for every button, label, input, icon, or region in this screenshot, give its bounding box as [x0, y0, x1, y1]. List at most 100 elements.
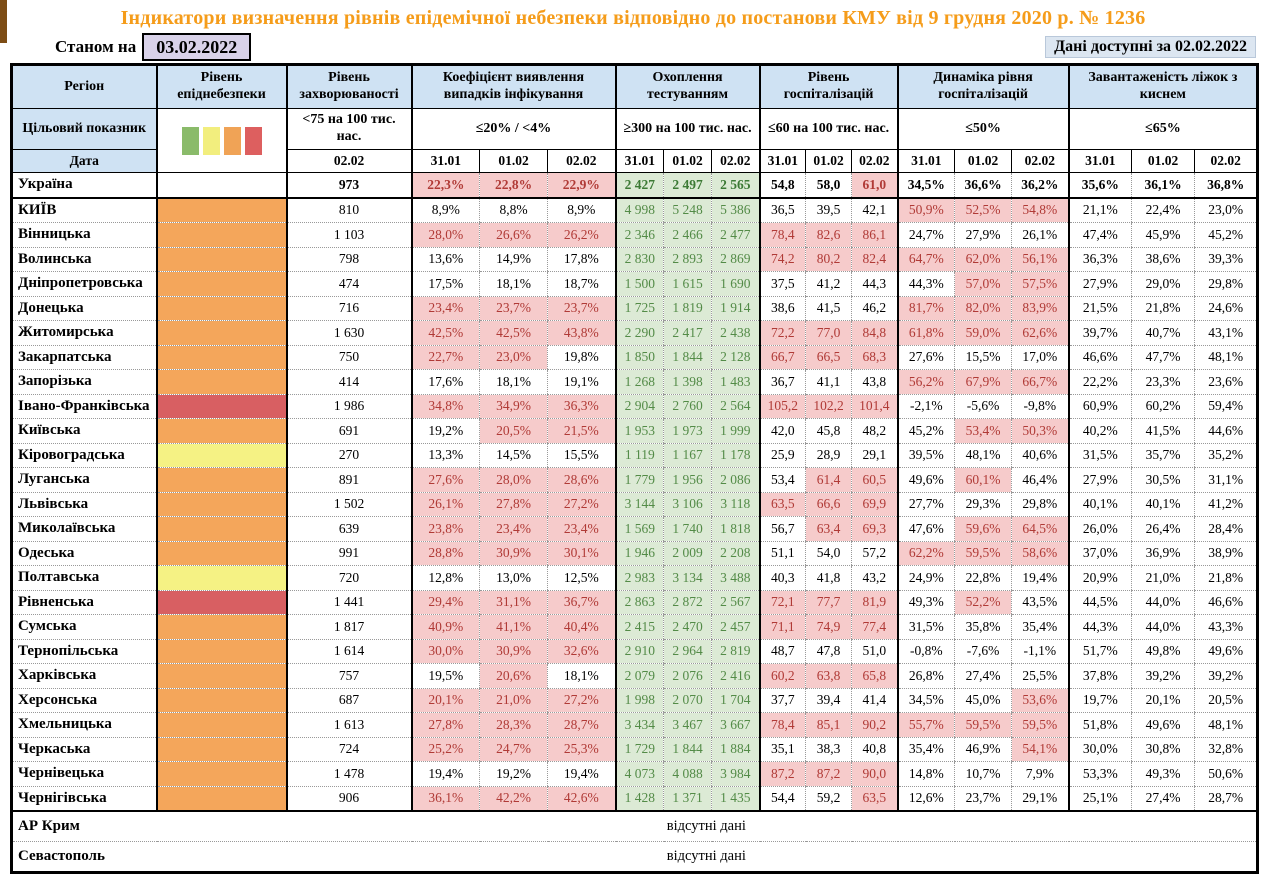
beds-cell: 40,1% [1131, 492, 1195, 517]
dynamics-cell: 12,6% [896, 786, 955, 812]
region-name: Миколаївська [11, 516, 157, 542]
beds-cell: 28,4% [1194, 516, 1258, 542]
table-row: Запорізька 414 17,6% 18,1% 19,1% 1 268 1 398 1 … [11, 369, 1258, 395]
detection-cell: 14,9% [479, 247, 548, 272]
testing-cell: 1 740 [663, 516, 712, 542]
dynamics-cell: 57,0% [954, 271, 1012, 297]
detection-cell: 13,6% [410, 247, 480, 272]
hospitalization-cell: 87,2 [805, 761, 852, 787]
testing-cell: 2 869 [711, 247, 760, 272]
hospitalization-cell: 59,2 [805, 786, 852, 812]
incidence-cell: 270 [285, 443, 412, 468]
hospitalization-cell: 72,2 [758, 320, 806, 346]
target-hospitalization: ≤60 на 100 тис. нас. [758, 108, 899, 150]
beds-cell: 36,3% [1067, 247, 1132, 272]
detection-cell: 12,5% [546, 565, 616, 591]
testing-cell: 2 910 [614, 639, 664, 664]
region-name: Сумська [11, 614, 157, 640]
legend-square-0 [181, 126, 199, 155]
testing-cell: 3 106 [663, 492, 712, 517]
date-header: 01.02 [479, 149, 548, 173]
region-name: КИЇВ [11, 197, 157, 223]
testing-cell: 3 984 [711, 761, 760, 787]
beds-cell: 60,9% [1067, 394, 1132, 419]
beds-cell: 20,5% [1194, 688, 1258, 713]
incidence-cell: 1 630 [285, 320, 412, 346]
testing-cell: 2 070 [663, 688, 712, 713]
detection-cell: 32,6% [546, 639, 616, 664]
beds-cell: 27,4% [1131, 786, 1195, 812]
testing-cell: 2 904 [614, 394, 664, 419]
as-of-block: Станом на 03.02.2022 [55, 33, 252, 61]
dynamics-cell: 61,8% [896, 320, 955, 346]
hospitalization-cell: 41,1 [805, 369, 852, 395]
detection-cell: 23,0% [479, 345, 548, 370]
dynamics-cell: 29,8% [1011, 492, 1069, 517]
incidence-cell: 716 [285, 296, 412, 321]
date-header: 31.01 [1067, 149, 1133, 173]
testing-cell: 2 009 [663, 541, 712, 566]
testing-cell: 1 819 [663, 296, 712, 321]
danger-level-cell [155, 541, 287, 566]
testing-cell: 2 819 [711, 639, 760, 664]
hospitalization-cell: 61,4 [805, 467, 852, 493]
table-row: Рівненська 1 441 29,4% 31,1% 36,7% 2 863 2 872… [11, 590, 1258, 615]
dynamics-cell: 64,5% [1011, 516, 1069, 542]
hospitalization-cell: 42,0 [758, 418, 806, 444]
detection-cell: 36,3% [546, 394, 616, 419]
hospitalization-cell: 38,6 [758, 296, 806, 321]
testing-cell: 4 073 [614, 761, 664, 787]
testing-cell: 1 956 [663, 467, 712, 493]
target-detection: ≤20% / <4% [410, 108, 617, 150]
hospitalization-cell: 68,3 [851, 345, 898, 370]
testing-cell: 2 346 [614, 222, 664, 248]
beds-cell: 37,0% [1067, 541, 1132, 566]
hospitalization-cell: 101,4 [851, 394, 898, 419]
incidence-cell: 810 [285, 197, 412, 223]
hospitalization-cell: 47,8 [805, 639, 852, 664]
beds-cell: 47,4% [1067, 222, 1132, 248]
danger-level-cell [155, 639, 287, 664]
date-header: 01.02 [1131, 149, 1196, 173]
hospitalization-cell: 90,0 [851, 761, 898, 787]
danger-level-cell [155, 467, 287, 493]
detection-cell: 36,1% [410, 786, 480, 812]
beds-cell: 44,6% [1194, 418, 1258, 444]
beds-cell: 23,3% [1131, 369, 1195, 395]
hospitalization-cell: 57,2 [851, 541, 898, 566]
testing-cell: 1 167 [663, 443, 712, 468]
dynamics-cell: 52,2% [954, 590, 1012, 615]
detection-cell: 25,3% [546, 737, 616, 762]
dynamics-cell: 22,8% [954, 565, 1012, 591]
detection-cell: 28,3% [479, 712, 548, 738]
danger-level-cell [155, 614, 287, 640]
danger-level-cell [155, 590, 287, 615]
beds-cell: 26,0% [1067, 516, 1132, 542]
testing-cell: 2 964 [663, 639, 712, 664]
beds-cell: 26,4% [1131, 516, 1195, 542]
region-name: Рівненська [11, 590, 157, 615]
detection-cell: 27,8% [479, 492, 548, 517]
dynamics-cell: 47,6% [896, 516, 955, 542]
beds-cell: 48,1% [1194, 345, 1258, 370]
hospitalization-cell: 40,8 [851, 737, 898, 762]
region-name: АР Крим [11, 810, 157, 842]
dynamics-cell: 27,6% [896, 345, 955, 370]
testing-cell: 2 086 [711, 467, 760, 493]
table-row: Чернігівська 906 36,1% 42,2% 42,6% 1 428 1 371… [11, 786, 1258, 812]
detection-cell: 40,4% [546, 614, 616, 640]
incidence-cell: 757 [285, 663, 412, 689]
dynamics-cell: 15,5% [954, 345, 1012, 370]
dynamics-cell: 17,0% [1011, 345, 1069, 370]
target-testing: ≥300 на 100 тис. нас. [614, 108, 761, 150]
hospitalization-cell: 77,7 [805, 590, 852, 615]
hospitalization-cell: 80,2 [805, 247, 852, 272]
region-name: Харківська [11, 663, 157, 689]
column-header-row: Регіон Рівень епіднебезпеки Рівень захво… [11, 64, 1259, 109]
hospitalization-cell: 71,1 [758, 614, 806, 640]
beds-cell: 43,3% [1194, 614, 1258, 640]
hospitalization-cell: 66,5 [805, 345, 852, 370]
dynamics-cell: -0,8% [896, 639, 955, 664]
dynamics-cell: 59,5% [954, 541, 1012, 566]
hospitalization-cell: 72,1 [758, 590, 806, 615]
